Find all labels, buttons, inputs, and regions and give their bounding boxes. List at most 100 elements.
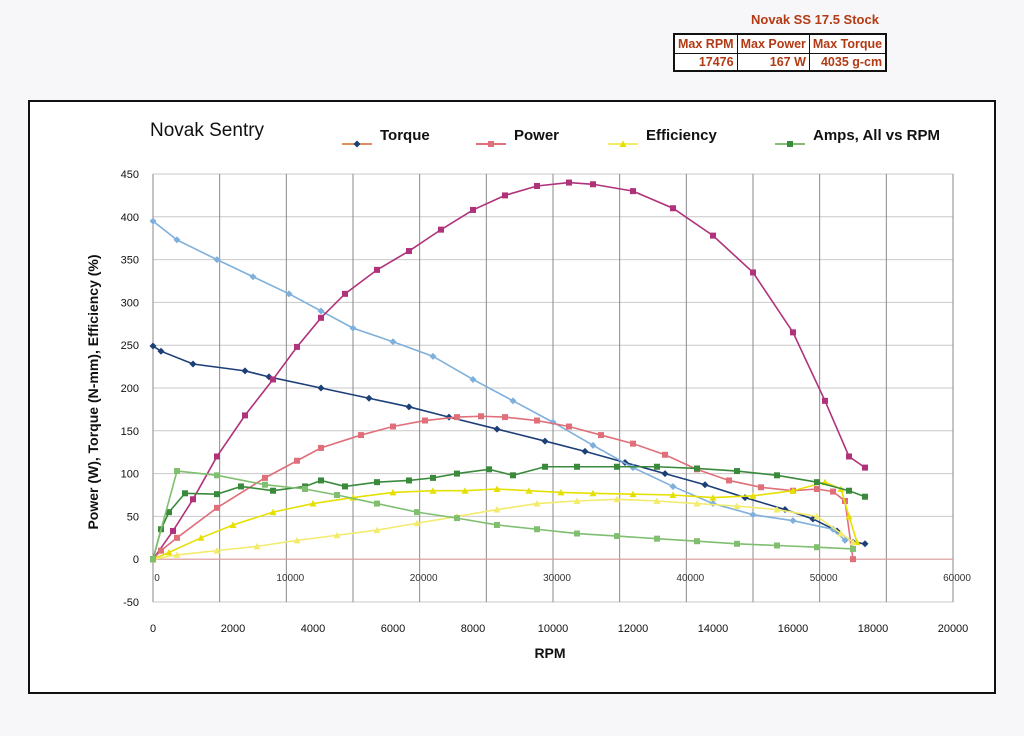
series-line — [152, 181, 866, 560]
data-point — [389, 338, 397, 346]
x-tick-label: 14000 — [698, 623, 729, 635]
data-point — [238, 483, 244, 490]
data-point — [709, 500, 717, 508]
spec-values-row: 17476 167 W 4035 g-cm — [673, 53, 887, 72]
chart-series — [149, 179, 869, 563]
data-point — [405, 403, 413, 411]
data-point — [709, 494, 717, 501]
data-point — [438, 226, 444, 233]
data-point — [414, 509, 420, 516]
data-point — [726, 477, 732, 484]
data-point — [270, 376, 276, 383]
spec-value-max-torque: 4035 g-cm — [808, 53, 887, 72]
data-point — [454, 515, 460, 522]
spec-header-max-power: Max Power — [736, 33, 810, 54]
data-point — [850, 556, 856, 563]
series-line — [152, 415, 854, 560]
data-point — [846, 487, 852, 494]
data-point — [170, 527, 176, 534]
legend-item: Amps, All vs RPM — [775, 127, 940, 147]
data-point — [733, 502, 741, 510]
data-point — [406, 477, 412, 484]
data-point — [619, 140, 627, 147]
data-point — [358, 432, 364, 439]
y-tick-label: 350 — [121, 255, 139, 267]
data-point — [486, 466, 492, 473]
chart-axes: 450 400 350 300 250 200 150 100 50 0 -50 0 10000 2000… — [121, 169, 972, 635]
data-point — [349, 324, 357, 332]
y-axis-label: Power (W), Torque (N-mm), Efficiency (%) — [85, 254, 101, 529]
data-point — [653, 497, 661, 504]
data-point — [589, 489, 597, 497]
data-point — [787, 141, 793, 147]
legend-item: Torque — [342, 127, 430, 148]
data-point — [166, 509, 172, 516]
data-point — [478, 413, 484, 420]
data-point — [294, 343, 300, 350]
data-point — [157, 347, 165, 355]
data-point — [814, 479, 820, 486]
data-point — [574, 463, 580, 470]
data-point — [837, 530, 845, 537]
y-tick-label: -50 — [123, 597, 139, 609]
data-point — [249, 273, 257, 281]
data-point — [429, 352, 437, 360]
data-point — [389, 488, 397, 496]
data-point — [822, 397, 828, 404]
spec-value-max-rpm: 17476 — [673, 53, 738, 72]
chart-legend: Torque Power Efficiency Amps, All vs RPM — [342, 127, 940, 148]
spec-header-max-torque: Max Torque — [808, 33, 887, 54]
series-line — [152, 220, 846, 541]
data-point — [241, 367, 249, 375]
data-point — [173, 236, 181, 244]
series-efficiency-4 — [149, 478, 861, 563]
legend-label: Amps, All vs RPM — [813, 127, 940, 144]
data-point — [541, 437, 549, 445]
data-point — [269, 508, 277, 516]
x-tick-label: 6000 — [381, 623, 405, 635]
data-point — [701, 481, 709, 489]
data-point — [654, 535, 660, 542]
data-point — [693, 500, 701, 507]
data-point — [654, 463, 660, 470]
chart-svg: Novak Sentry Torque Power Efficiency Amps, … — [85, 120, 972, 661]
data-point — [470, 206, 476, 213]
data-point — [342, 290, 348, 297]
data-point — [534, 526, 540, 533]
data-point — [317, 384, 325, 392]
data-point — [566, 423, 572, 430]
data-point — [309, 500, 317, 507]
data-point — [454, 470, 460, 477]
y-tick-label: 300 — [121, 297, 139, 309]
x-tick-label: 18000 — [858, 623, 889, 635]
data-point — [214, 491, 220, 498]
series-amps-7 — [150, 468, 856, 563]
data-point — [534, 182, 540, 189]
data-point — [734, 468, 740, 475]
data-point — [830, 488, 836, 495]
spec-header-max-rpm: Max RPM — [673, 33, 738, 54]
data-point — [461, 487, 469, 494]
data-point — [334, 492, 340, 498]
x-tick-label: 10000 — [538, 623, 569, 635]
data-point — [430, 474, 436, 481]
spec-header-row: Max RPM Max Power Max Torque — [673, 33, 887, 54]
data-point — [173, 551, 181, 558]
data-point — [302, 486, 308, 493]
data-point — [614, 463, 620, 470]
data-point — [262, 481, 268, 488]
data-point — [773, 506, 781, 513]
data-point — [502, 192, 508, 199]
chart-grid — [152, 173, 954, 603]
x-tick-label: 2000 — [221, 623, 245, 635]
data-point — [390, 423, 396, 430]
legend-item: Power — [476, 127, 559, 147]
data-point — [318, 444, 324, 451]
data-point — [774, 472, 780, 479]
data-point — [758, 484, 764, 491]
data-point — [353, 140, 361, 148]
data-point — [502, 414, 508, 421]
data-point — [841, 536, 849, 544]
data-point — [318, 477, 324, 484]
secondary-x-tick-label: 40000 — [676, 573, 704, 584]
